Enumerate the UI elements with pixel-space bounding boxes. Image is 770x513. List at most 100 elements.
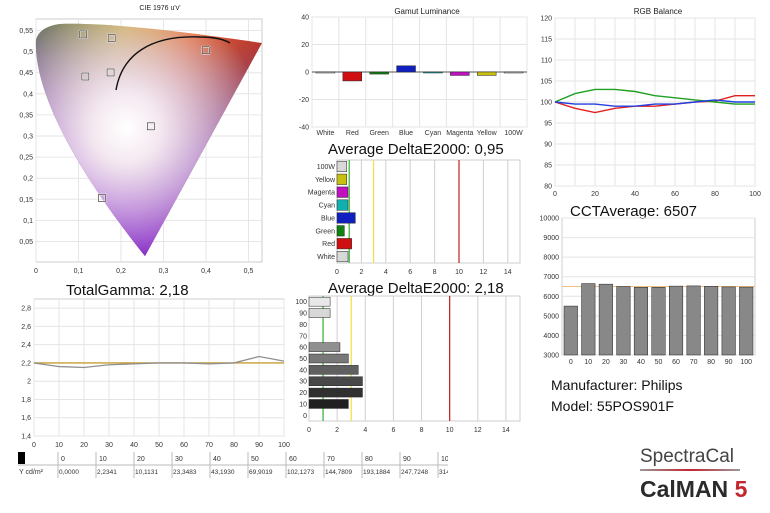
- gamma-x-tick: 80: [230, 442, 238, 449]
- rgb-y-tick: 80: [544, 184, 552, 191]
- cie-y-tick: 0,25: [19, 155, 33, 162]
- cie-y-tick: 0,45: [19, 70, 33, 77]
- gamma-y-tick: 1,4: [21, 434, 31, 441]
- color-deltae-y-label: White: [317, 254, 335, 261]
- color-deltae-y-label: Yellow: [315, 177, 336, 184]
- gamut-x-label: Yellow: [477, 130, 498, 137]
- table-value: 144,7809: [325, 469, 352, 476]
- cct-y-tick: 10000: [540, 216, 560, 223]
- gamut-y-tick: 20: [301, 42, 309, 49]
- cie-y-tick: 0,2: [23, 176, 33, 183]
- color-deltae-bar: [336, 199, 349, 211]
- rgb-x-tick: 60: [671, 191, 679, 198]
- color-deltae-y-label: Cyan: [319, 203, 335, 210]
- cie-y-tick: 0,55: [19, 28, 33, 35]
- gray-deltae-y-label: 30: [299, 379, 307, 386]
- gamut-luminance-chart: Gamut Luminance 40 20 0 -20 -40 White Red Green…: [299, 7, 528, 137]
- gamut-y-tick: -40: [299, 125, 309, 132]
- gamut-bar: [450, 71, 470, 76]
- gamut-bar: [396, 65, 416, 73]
- gamma-x-tick: 60: [180, 442, 188, 449]
- rgb-series-line: [554, 94, 755, 114]
- rgb-y-tick: 90: [544, 142, 552, 149]
- gamma-x-tick: 70: [205, 442, 213, 449]
- rgb-y-tick: 120: [540, 16, 552, 23]
- cct-bar: [651, 287, 666, 356]
- table-value: 193,1884: [363, 469, 390, 476]
- table-value: 247,7248: [401, 469, 428, 476]
- cct-y-tick: 6000: [543, 294, 559, 301]
- gray-deltae-title: Average DeltaE2000: 2,18: [328, 280, 504, 297]
- color-deltae-y-label: Red: [322, 241, 335, 248]
- total-gamma-chart: 2,8 2,6 2,4 2,2 2 1,8 1,6 1,40 10 20 30 40 50 60 70 80 9…: [21, 298, 290, 449]
- gamma-x-tick: 30: [105, 442, 113, 449]
- gamma-x-tick: 90: [255, 442, 263, 449]
- cie-target-marker-outline: [98, 194, 106, 202]
- gamut-x-label: White: [316, 130, 334, 137]
- cct-y-tick: 5000: [543, 313, 559, 320]
- color-deltae-bar: [336, 186, 349, 198]
- planckian-locus: [115, 36, 231, 91]
- cie-target-marker-outline: [147, 122, 155, 131]
- table-header: 0: [61, 456, 65, 463]
- cie-x-tick: 0,1: [74, 268, 84, 275]
- gamma-x-tick: 100: [278, 442, 290, 449]
- color-deltae-y-label: Magenta: [308, 190, 335, 197]
- color-deltae-chart: 0 2 4 6 8 10 12 14 100W Yellow Magenta Cyan Blue Gree…: [308, 159, 521, 276]
- color-deltae-y-label: 100W: [317, 164, 336, 171]
- calman-text: CalMAN: [640, 476, 729, 502]
- cie-y-tick: 0,05: [19, 239, 33, 246]
- cct-x-label: 80: [707, 359, 715, 366]
- table-value: 10,1131: [135, 469, 158, 476]
- gamut-bar: [342, 71, 362, 82]
- cie-y-tick: 0,1: [23, 218, 33, 225]
- table-value: 69,9019: [249, 469, 273, 476]
- gray-deltae-x-tick: 2: [335, 427, 339, 434]
- color-deltae-x-tick: 4: [384, 269, 388, 276]
- cie-x-tick: 0,3: [159, 268, 169, 275]
- table-value: 102,1273: [287, 469, 314, 476]
- gamma-x-tick: 0: [32, 442, 36, 449]
- gray-deltae-x-tick: 6: [391, 427, 395, 434]
- rgb-series-line: [554, 99, 755, 107]
- cct-x-label: 20: [602, 359, 610, 366]
- gray-deltae-x-tick: 12: [474, 427, 482, 434]
- calman-version: 5: [734, 476, 748, 502]
- cct-title: CCTAverage: 6507: [570, 203, 698, 220]
- cct-x-label: 30: [620, 359, 628, 366]
- gamut-x-label: Red: [346, 130, 359, 137]
- cct-x-label: 10: [584, 359, 592, 366]
- cct-bar: [598, 283, 613, 356]
- gamma-y-tick: 1,8: [21, 397, 31, 404]
- gray-deltae-bar: [308, 365, 359, 375]
- table-header: 40: [213, 456, 221, 463]
- gray-deltae-bar: [308, 308, 331, 318]
- rgb-y-tick: 100: [540, 100, 552, 107]
- cct-bar: [704, 286, 719, 356]
- gamma-y-tick: 2,2: [21, 360, 31, 367]
- cie-target-marker-outline: [202, 46, 210, 54]
- cie-chart: CIE 1976 u'v' 0 0,1 0,2 0,3 0,4 0,5 0,05 0,1 0,1…: [19, 5, 263, 275]
- table-value: 23,3483: [173, 469, 197, 476]
- cie-y-tick: 0,3: [23, 134, 33, 141]
- cct-y-tick: 3000: [543, 353, 559, 360]
- gray-deltae-y-label: 60: [299, 345, 307, 352]
- gray-deltae-bar: [308, 342, 341, 352]
- color-deltae-bar: [336, 212, 356, 224]
- spectracal-logo: SpectraCal: [640, 446, 734, 467]
- table-header: 10: [99, 456, 107, 463]
- rgb-y-tick: 115: [541, 37, 552, 44]
- table-header: 70: [327, 456, 335, 463]
- cie-y-tick: 0,35: [19, 112, 33, 119]
- luminance-table: 0 0,0000 10 2,2341 20 10,1131 30 23,3483 40 43,19…: [18, 452, 448, 478]
- color-deltae-bar: [336, 251, 349, 263]
- table-header: 60: [289, 456, 297, 463]
- gray-deltae-x-tick: 4: [363, 427, 367, 434]
- cct-y-tick: 4000: [543, 333, 559, 340]
- black-swatch: [18, 452, 25, 464]
- cct-bar: [581, 283, 596, 356]
- cie-target-marker-outline: [81, 72, 90, 81]
- cie-target-marker-outline: [107, 34, 116, 42]
- gray-deltae-bar: [308, 399, 349, 409]
